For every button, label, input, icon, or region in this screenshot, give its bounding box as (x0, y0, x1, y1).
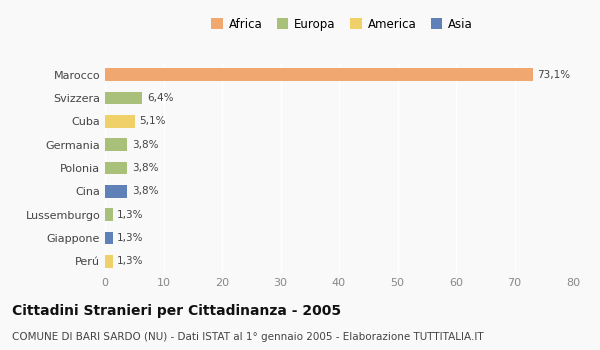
Text: 73,1%: 73,1% (538, 70, 571, 80)
Bar (105, 115, 135, 128)
Text: 3,8%: 3,8% (132, 140, 158, 150)
Text: 1,3%: 1,3% (117, 233, 144, 243)
Bar (105, 185, 127, 198)
Legend: Africa, Europa, America, Asia: Africa, Europa, America, Asia (206, 13, 478, 35)
Text: 3,8%: 3,8% (132, 186, 158, 196)
Bar (105, 138, 127, 151)
Bar (105, 232, 113, 244)
Text: 6,4%: 6,4% (147, 93, 173, 103)
Text: 3,8%: 3,8% (132, 163, 158, 173)
Bar (105, 92, 142, 104)
Text: 5,1%: 5,1% (140, 116, 166, 126)
Bar (105, 208, 113, 221)
Bar (105, 68, 533, 81)
Text: COMUNE DI BARI SARDO (NU) - Dati ISTAT al 1° gennaio 2005 - Elaborazione TUTTITA: COMUNE DI BARI SARDO (NU) - Dati ISTAT a… (12, 332, 484, 343)
Text: 1,3%: 1,3% (117, 210, 144, 220)
Bar (105, 255, 113, 268)
Text: 1,3%: 1,3% (117, 256, 144, 266)
Text: Cittadini Stranieri per Cittadinanza - 2005: Cittadini Stranieri per Cittadinanza - 2… (12, 304, 341, 318)
Bar (105, 162, 127, 174)
